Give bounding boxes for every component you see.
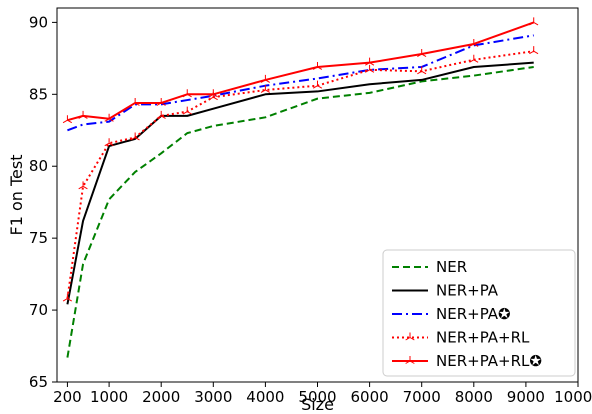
x-tick-label: 5000 (298, 388, 336, 406)
x-axis-label: Size (301, 395, 334, 414)
data-point (78, 110, 88, 119)
legend-item: NER+PA✪ (392, 305, 511, 323)
legend-item: NER+PA (392, 282, 499, 300)
legend-box (382, 249, 576, 377)
data-point (156, 110, 166, 119)
data-point (182, 89, 192, 98)
x-axis: 200 1000 2000 3000 4000 5000 6000 7000 8000 9000 1… (53, 382, 592, 406)
data-point (78, 181, 88, 190)
data-point (365, 64, 375, 73)
series-4 (62, 46, 539, 302)
legend-label: NER (436, 258, 467, 276)
y-tick-label: 75 (29, 229, 48, 247)
series-3 (67, 34, 534, 132)
data-point (208, 89, 218, 98)
x-tick-label: 4000 (246, 388, 284, 406)
series-line (67, 34, 534, 132)
y-tick-label: 80 (29, 157, 48, 175)
data-point (130, 132, 140, 141)
x-tick-label: 3000 (194, 388, 232, 406)
data-point (104, 113, 114, 122)
series-line (66, 61, 534, 305)
series-line (66, 65, 534, 358)
data-point (469, 38, 479, 47)
data-point (62, 115, 73, 124)
data-point (260, 84, 270, 93)
legend-label: NER+PA✪ (436, 305, 511, 323)
legend-item: NER+PA+RL✪ (392, 352, 542, 370)
data-point (182, 106, 192, 115)
data-point (130, 97, 140, 106)
series-2 (66, 61, 534, 305)
y-axis-label: F1 on Test (7, 155, 26, 236)
legend-marker (405, 356, 415, 364)
legend: NER NER+PA NER+PA✪ NER+PA+RL NER+PA+RL✪ (382, 249, 576, 377)
series-line (67, 21, 535, 122)
data-point (62, 293, 73, 302)
series-1 (66, 65, 534, 358)
legend-item: NER+PA+RL (392, 329, 530, 347)
data-point (312, 80, 323, 89)
data-point (104, 138, 114, 147)
y-tick-label: 70 (29, 301, 48, 319)
x-tick-label: 9000 (507, 388, 545, 406)
legend-label: NER+PA+RL (436, 329, 530, 347)
x-tick-label: 10000 (554, 388, 592, 406)
data-point (312, 61, 323, 70)
x-tick-label: 2000 (142, 388, 180, 406)
y-tick-label: 90 (29, 13, 48, 31)
x-tick-label: 200 (53, 388, 82, 406)
data-point (469, 54, 479, 63)
data-point (156, 97, 166, 106)
legend-label: NER+PA (436, 282, 499, 300)
y-tick-label: 65 (29, 373, 48, 391)
x-tick-label: 1000 (90, 388, 128, 406)
y-axis: 65 70 75 80 85 90 (29, 13, 57, 391)
data-point (365, 57, 375, 66)
legend-item: NER (392, 258, 467, 276)
series-layer (62, 17, 539, 358)
x-tick-label: 6000 (351, 388, 389, 406)
data-point (529, 46, 539, 55)
legend-marker (405, 332, 415, 341)
series-5 (62, 17, 539, 124)
data-point (260, 74, 270, 83)
data-point (417, 49, 427, 57)
y-tick-label: 85 (29, 85, 48, 103)
legend-label: NER+PA+RL✪ (436, 352, 542, 370)
data-point (417, 66, 427, 75)
x-tick-label: 8000 (455, 388, 493, 406)
data-point (529, 17, 539, 26)
x-tick-label: 7000 (403, 388, 441, 406)
